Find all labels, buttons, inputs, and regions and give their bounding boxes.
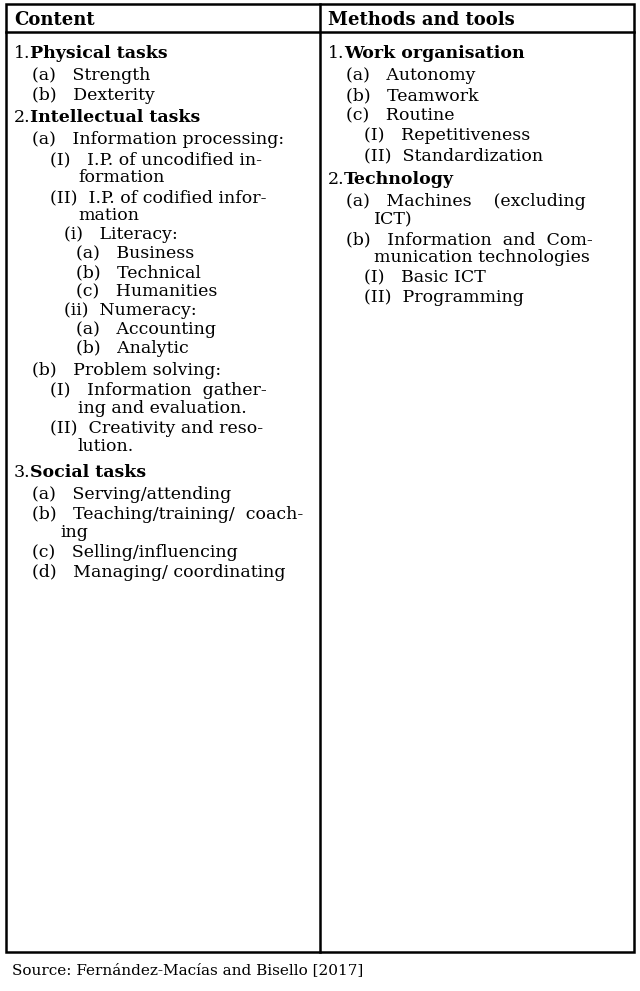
Text: Methods and tools: Methods and tools [328, 11, 515, 29]
Text: (b)   Analytic: (b) Analytic [76, 340, 189, 357]
Text: (b)   Problem solving:: (b) Problem solving: [32, 362, 221, 379]
Text: (II)  I.P. of codified infor-: (II) I.P. of codified infor- [50, 189, 266, 206]
Text: 3.: 3. [14, 464, 31, 481]
Text: (a)   Information processing:: (a) Information processing: [32, 131, 284, 148]
Text: Content: Content [14, 11, 95, 29]
Text: Physical tasks: Physical tasks [30, 45, 168, 62]
Text: (I)   Repetitiveness: (I) Repetitiveness [364, 127, 531, 144]
Text: formation: formation [78, 169, 164, 186]
Text: Source: Fernández-Macías and Bisello [2017]: Source: Fernández-Macías and Bisello [20… [12, 963, 364, 977]
Text: (II)  Creativity and reso-: (II) Creativity and reso- [50, 420, 263, 437]
Text: ing and evaluation.: ing and evaluation. [78, 400, 247, 417]
Text: munication technologies: munication technologies [374, 249, 590, 266]
Text: 1.: 1. [14, 45, 31, 62]
Text: (I)   I.P. of uncodified in-: (I) I.P. of uncodified in- [50, 151, 262, 168]
Text: (a)   Serving/attending: (a) Serving/attending [32, 486, 231, 503]
Text: ICT): ICT) [374, 211, 413, 228]
Text: (I)   Information  gather-: (I) Information gather- [50, 382, 267, 399]
Text: (I)   Basic ICT: (I) Basic ICT [364, 269, 486, 286]
Text: (b)   Information  and  Com-: (b) Information and Com- [346, 231, 593, 248]
Text: (a)   Strength: (a) Strength [32, 67, 150, 84]
Text: (c)   Humanities: (c) Humanities [76, 283, 218, 300]
Text: (b)   Technical: (b) Technical [76, 264, 201, 281]
Text: (i)   Literacy:: (i) Literacy: [64, 226, 178, 243]
Text: (ii)  Numeracy:: (ii) Numeracy: [64, 302, 196, 319]
Text: (d)   Managing/ coordinating: (d) Managing/ coordinating [32, 564, 285, 581]
Text: (a)   Machines    (excluding: (a) Machines (excluding [346, 193, 586, 210]
Text: 2.: 2. [328, 171, 344, 188]
Text: Social tasks: Social tasks [30, 464, 146, 481]
Text: (c)   Selling/influencing: (c) Selling/influencing [32, 544, 237, 561]
Text: (II)  Standardization: (II) Standardization [364, 147, 543, 164]
Text: (b)   Teamwork: (b) Teamwork [346, 87, 479, 104]
Text: (b)   Teaching/training/  coach-: (b) Teaching/training/ coach- [32, 506, 303, 523]
Text: (a)   Accounting: (a) Accounting [76, 321, 216, 338]
Text: lution.: lution. [78, 438, 134, 455]
Text: 2.: 2. [14, 109, 31, 126]
Text: (a)   Autonomy: (a) Autonomy [346, 67, 476, 84]
Text: Intellectual tasks: Intellectual tasks [30, 109, 200, 126]
Text: (a)   Business: (a) Business [76, 245, 195, 262]
Text: (c)   Routine: (c) Routine [346, 107, 454, 124]
Text: 1.: 1. [328, 45, 344, 62]
Text: (b)   Dexterity: (b) Dexterity [32, 87, 155, 104]
Text: (II)  Programming: (II) Programming [364, 289, 524, 306]
Text: Technology: Technology [344, 171, 454, 188]
Text: ing: ing [60, 524, 88, 541]
Text: mation: mation [78, 207, 139, 224]
Text: Work organisation: Work organisation [344, 45, 525, 62]
